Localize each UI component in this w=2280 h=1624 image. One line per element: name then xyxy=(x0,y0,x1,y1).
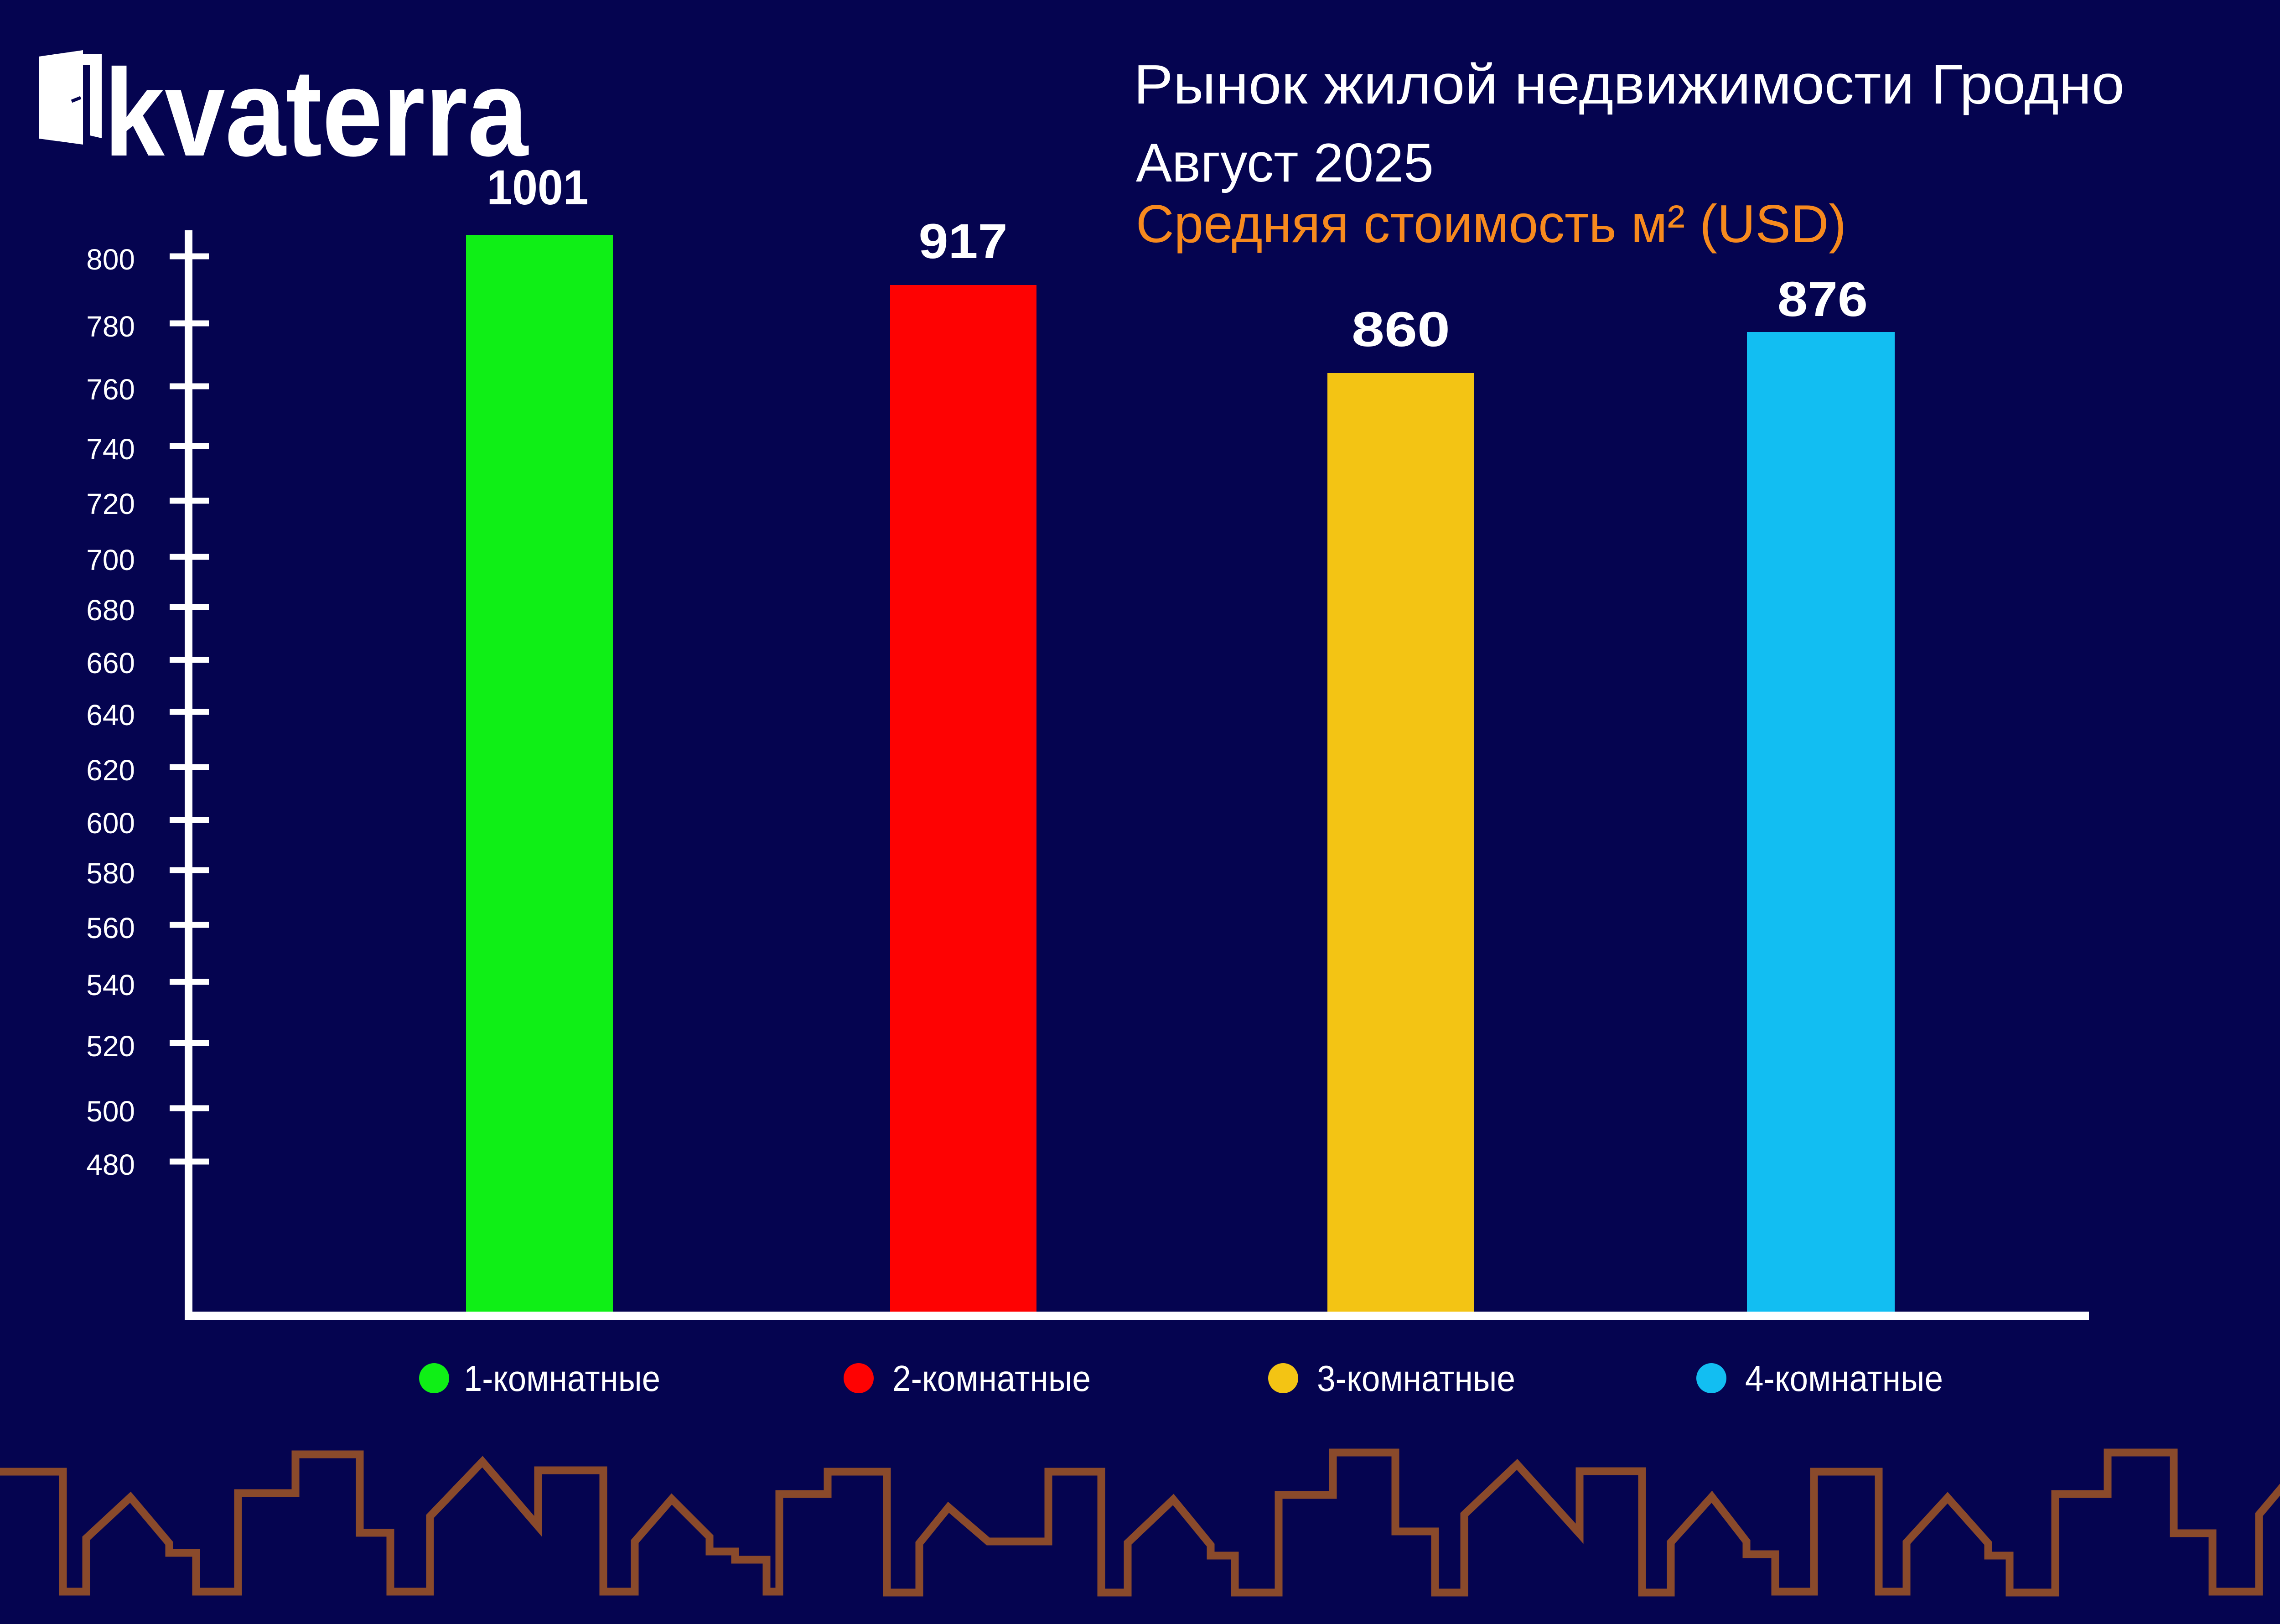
svg-text:700: 700 xyxy=(86,544,135,576)
svg-text:Средняя стоимость м² (USD): Средняя стоимость м² (USD) xyxy=(1136,194,1846,254)
svg-text:500: 500 xyxy=(86,1095,135,1128)
svg-text:760: 760 xyxy=(86,373,135,406)
svg-text:480: 480 xyxy=(86,1148,135,1181)
svg-text:580: 580 xyxy=(86,857,135,890)
svg-text:Август 2025: Август 2025 xyxy=(1136,132,1434,193)
svg-text:1-комнатные: 1-комнатные xyxy=(464,1358,660,1399)
svg-text:560: 560 xyxy=(86,912,135,944)
svg-text:kvaterra: kvaterra xyxy=(104,43,529,182)
svg-text:Рынок жилой недвижимости Гродн: Рынок жилой недвижимости Гродно xyxy=(1134,53,2125,115)
svg-text:800: 800 xyxy=(86,243,135,276)
svg-text:520: 520 xyxy=(86,1030,135,1063)
svg-text:860: 860 xyxy=(1352,301,1450,357)
svg-text:620: 620 xyxy=(86,754,135,787)
svg-text:660: 660 xyxy=(86,647,135,680)
svg-text:917: 917 xyxy=(919,213,1008,269)
svg-text:540: 540 xyxy=(86,969,135,1001)
svg-text:600: 600 xyxy=(86,807,135,840)
svg-text:4-комнатные: 4-комнатные xyxy=(1745,1358,1943,1399)
svg-text:740: 740 xyxy=(86,433,135,466)
svg-text:780: 780 xyxy=(86,310,135,343)
svg-text:876: 876 xyxy=(1777,271,1868,327)
svg-text:3-комнатные: 3-комнатные xyxy=(1317,1358,1515,1399)
svg-text:680: 680 xyxy=(86,594,135,627)
svg-text:1001: 1001 xyxy=(487,160,589,215)
svg-text:640: 640 xyxy=(86,699,135,732)
svg-text:720: 720 xyxy=(86,488,135,520)
svg-text:2-комнатные: 2-комнатные xyxy=(892,1358,1091,1399)
